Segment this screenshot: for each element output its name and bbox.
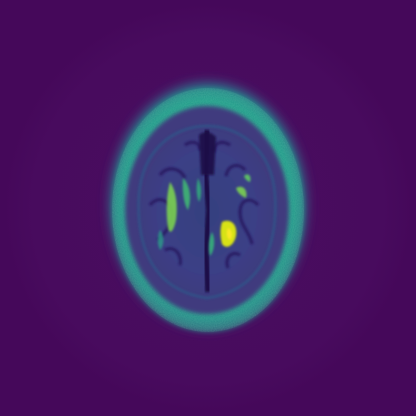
cortex-rim xyxy=(137,124,277,300)
csf-highlights xyxy=(157,174,251,256)
frontal-horn-dark xyxy=(199,131,216,175)
